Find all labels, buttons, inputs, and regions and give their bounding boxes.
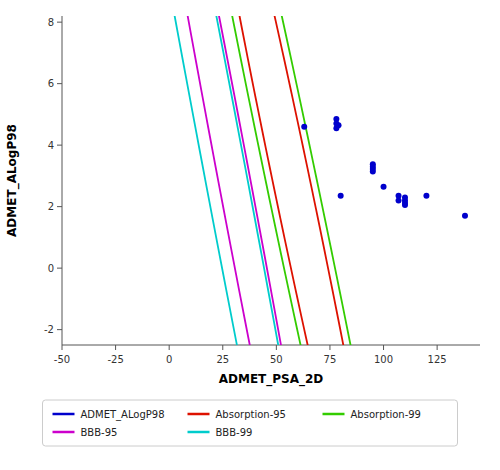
y-tick-label: 2 xyxy=(48,201,54,212)
x-tick-label: 0 xyxy=(166,354,172,365)
scatter-point xyxy=(338,193,344,199)
legend: ADMET_ALogP98 Absorption-95 Absorption-99 B… xyxy=(43,400,458,446)
x-tick-label: 50 xyxy=(270,354,283,365)
legend-swatch xyxy=(53,431,75,434)
y-tick xyxy=(57,329,62,330)
legend-swatch xyxy=(53,413,75,416)
legend-swatch xyxy=(188,413,210,416)
scatter-point xyxy=(370,169,376,175)
x-tick xyxy=(329,345,330,350)
scatter-point xyxy=(423,193,429,199)
x-tick xyxy=(383,345,384,350)
x-axis-line xyxy=(62,345,480,346)
y-tick-label: 0 xyxy=(48,263,54,274)
x-axis-label: ADMET_PSA_2D xyxy=(219,372,324,387)
scatter-point xyxy=(402,202,408,208)
y-tick-label: 8 xyxy=(48,17,54,28)
legend-label: BBB-99 xyxy=(216,427,253,438)
y-axis-line xyxy=(62,16,63,345)
y-tick xyxy=(57,206,62,207)
ellipse xyxy=(62,16,384,345)
legend-label: ADMET_ALogP98 xyxy=(81,409,165,421)
plot-area xyxy=(62,16,468,345)
y-tick-label: 4 xyxy=(48,140,54,151)
y-tick xyxy=(57,83,62,84)
x-tick xyxy=(222,345,223,350)
x-tick xyxy=(115,345,116,350)
legend-box xyxy=(43,400,458,446)
y-tick xyxy=(57,145,62,146)
legend-swatch xyxy=(188,431,210,434)
y-tick xyxy=(57,268,62,269)
y-axis-label: ADMET_ALogP98 xyxy=(5,124,20,237)
ellipse xyxy=(113,16,355,345)
x-tick xyxy=(62,345,63,350)
scatter-point xyxy=(336,122,342,128)
x-tick-label: 75 xyxy=(324,354,337,365)
legend-swatch xyxy=(323,413,345,416)
y-tick xyxy=(57,22,62,23)
x-tick-label: 100 xyxy=(374,354,393,365)
scatter-point xyxy=(396,197,402,203)
y-tick-label: 6 xyxy=(48,78,54,89)
x-tick-label: -25 xyxy=(107,354,123,365)
legend-label: BBB-95 xyxy=(81,427,118,438)
y-tick-label: -2 xyxy=(44,324,54,335)
legend-label: Absorption-99 xyxy=(351,409,421,420)
x-tick xyxy=(276,345,277,350)
chart: -50 -25 0 25 50 75 100 125 -2 0 2 4 6 8 ADMET_PSA_2D AD… xyxy=(0,0,500,470)
x-tick-label: 125 xyxy=(428,354,447,365)
legend-label: Absorption-95 xyxy=(216,409,286,420)
ellipse xyxy=(151,16,436,345)
scatter-point xyxy=(462,213,468,219)
ellipse xyxy=(192,16,396,345)
scatter-point xyxy=(381,184,387,190)
x-tick xyxy=(169,345,170,350)
x-tick-label: 25 xyxy=(216,354,229,365)
scatter-point xyxy=(301,124,307,130)
x-tick xyxy=(437,345,438,350)
x-tick-label: -50 xyxy=(54,354,70,365)
